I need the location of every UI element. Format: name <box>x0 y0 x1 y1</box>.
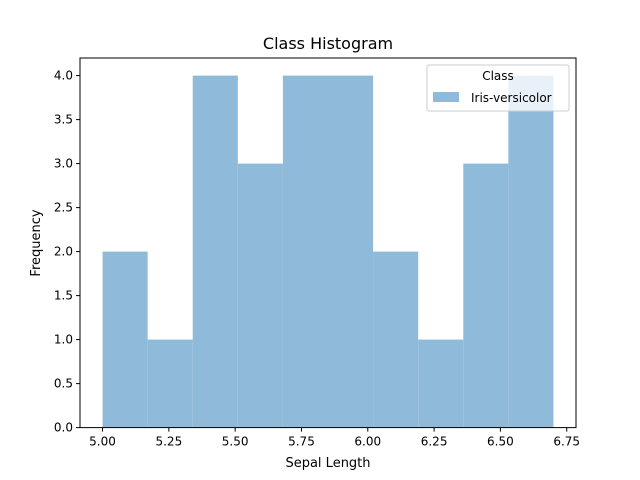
legend-title: Class <box>482 69 514 83</box>
plot-frame <box>79 57 577 429</box>
legend: Class Iris-versicolor <box>426 64 570 112</box>
histogram-bar <box>508 75 554 428</box>
bars-group <box>102 75 554 428</box>
histogram-bar <box>102 251 148 428</box>
x-tick-label: 6.00 <box>354 435 381 449</box>
legend-box <box>426 64 570 112</box>
y-tick-label: 1.0 <box>54 333 73 347</box>
x-axis-ticks: 5.00 5.25 5.50 5.75 6.00 6.25 6.50 6.75 <box>89 427 580 449</box>
x-tick-label: 5.50 <box>222 435 249 449</box>
y-tick-label: 2.5 <box>54 201 73 215</box>
x-tick-label: 6.50 <box>487 435 514 449</box>
y-tick-label: 0.0 <box>54 421 73 435</box>
histogram-bar <box>373 251 419 428</box>
y-axis-ticks: 0.0 0.5 1.0 1.5 2.0 2.5 3.0 3.5 4.0 <box>54 69 80 435</box>
y-axis-label: Frequency <box>29 209 44 276</box>
y-tick-label: 3.0 <box>54 157 73 171</box>
histogram-bar <box>463 163 509 428</box>
x-tick-label: 5.00 <box>89 435 116 449</box>
y-tick-label: 1.5 <box>54 289 73 303</box>
x-tick-label: 5.75 <box>288 435 315 449</box>
x-tick-label: 6.75 <box>553 435 580 449</box>
legend-label: Iris-versicolor <box>471 91 552 105</box>
histogram-bar <box>237 163 283 428</box>
x-tick-label: 6.25 <box>421 435 448 449</box>
histogram-bar <box>147 339 193 428</box>
x-axis-label: Sepal Length <box>285 456 370 471</box>
x-tick-label: 5.25 <box>155 435 182 449</box>
chart-title: Class Histogram <box>263 34 393 53</box>
y-tick-label: 0.5 <box>54 377 73 391</box>
y-tick-label: 3.5 <box>54 113 73 127</box>
histogram-bar <box>192 75 238 428</box>
y-tick-label: 2.0 <box>54 245 73 259</box>
legend-swatch <box>433 92 459 102</box>
histogram-bar <box>282 75 328 428</box>
histogram-bar <box>328 75 374 428</box>
histogram-bar <box>418 339 464 428</box>
y-tick-label: 4.0 <box>54 69 73 83</box>
